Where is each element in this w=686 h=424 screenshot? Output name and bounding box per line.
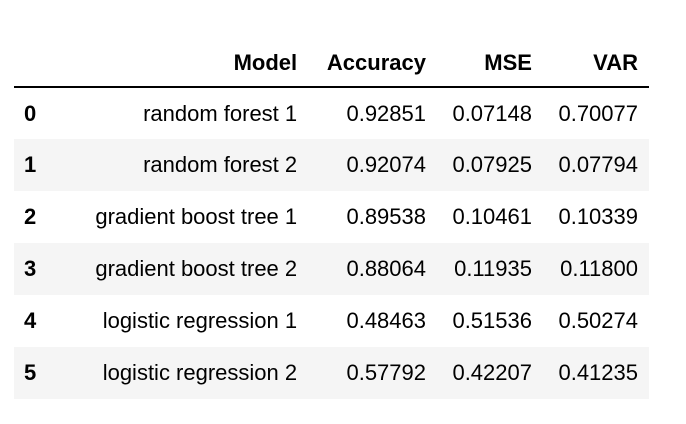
row-index: 0 [24, 100, 37, 126]
model-cell: random forest 1 [143, 100, 298, 126]
var-cell: 0.70077 [558, 100, 638, 126]
column-header-accuracy: Accuracy [308, 40, 437, 88]
accuracy-cell: 0.89538 [346, 204, 426, 229]
row-index: 1 [24, 152, 37, 177]
index-header [14, 40, 59, 88]
row-index: 3 [24, 256, 37, 281]
model-cell: logistic regression 2 [102, 360, 298, 385]
var-cell: 0.07794 [558, 152, 638, 177]
mse-cell: 0.07925 [452, 152, 532, 177]
var-cell: 0.41235 [558, 360, 638, 385]
row-index: 4 [24, 308, 37, 333]
accuracy-cell: 0.92074 [346, 152, 426, 177]
model-cell: logistic regression 1 [102, 308, 298, 333]
mse-cell: 0.10461 [452, 204, 532, 229]
column-header-var: VAR [542, 40, 649, 88]
table-row: 3 gradient boost tree 2 0.88064 0.11935 … [14, 243, 649, 295]
mse-cell: 0.42207 [452, 360, 532, 385]
row-index: 5 [24, 360, 37, 385]
table-row: 4 logistic regression 1 0.48463 0.51536 … [14, 295, 649, 347]
accuracy-cell: 0.48463 [346, 308, 426, 333]
header-row: Model Accuracy MSE VAR [14, 40, 649, 88]
mse-cell: 0.11935 [454, 256, 532, 281]
row-index: 2 [24, 204, 37, 229]
accuracy-cell: 0.92851 [346, 100, 426, 126]
table-row: 0 random forest 1 0.92851 0.07148 0.7007… [14, 87, 649, 139]
table-header: Model Accuracy MSE VAR [14, 40, 649, 88]
accuracy-cell: 0.57792 [346, 360, 426, 385]
table-body: 0 random forest 1 0.92851 0.07148 0.7007… [14, 87, 649, 399]
table-row: 1 random forest 2 0.92074 0.07925 0.0779… [14, 139, 649, 191]
table-row: 5 logistic regression 2 0.57792 0.42207 … [14, 347, 649, 399]
accuracy-cell: 0.88064 [346, 256, 426, 281]
mse-cell: 0.51536 [452, 308, 532, 333]
var-cell: 0.10339 [558, 204, 638, 229]
var-cell: 0.11800 [560, 256, 638, 281]
model-cell: random forest 2 [143, 152, 298, 177]
results-dataframe: Model Accuracy MSE VAR 0 random forest 1… [14, 40, 649, 399]
model-cell: gradient boost tree 2 [95, 256, 298, 281]
column-header-mse: MSE [437, 40, 543, 88]
mse-cell: 0.07148 [452, 100, 532, 126]
model-cell: gradient boost tree 1 [95, 204, 298, 229]
column-header-model: Model [59, 40, 309, 88]
var-cell: 0.50274 [558, 308, 638, 333]
table-row: 2 gradient boost tree 1 0.89538 0.10461 … [14, 191, 649, 243]
